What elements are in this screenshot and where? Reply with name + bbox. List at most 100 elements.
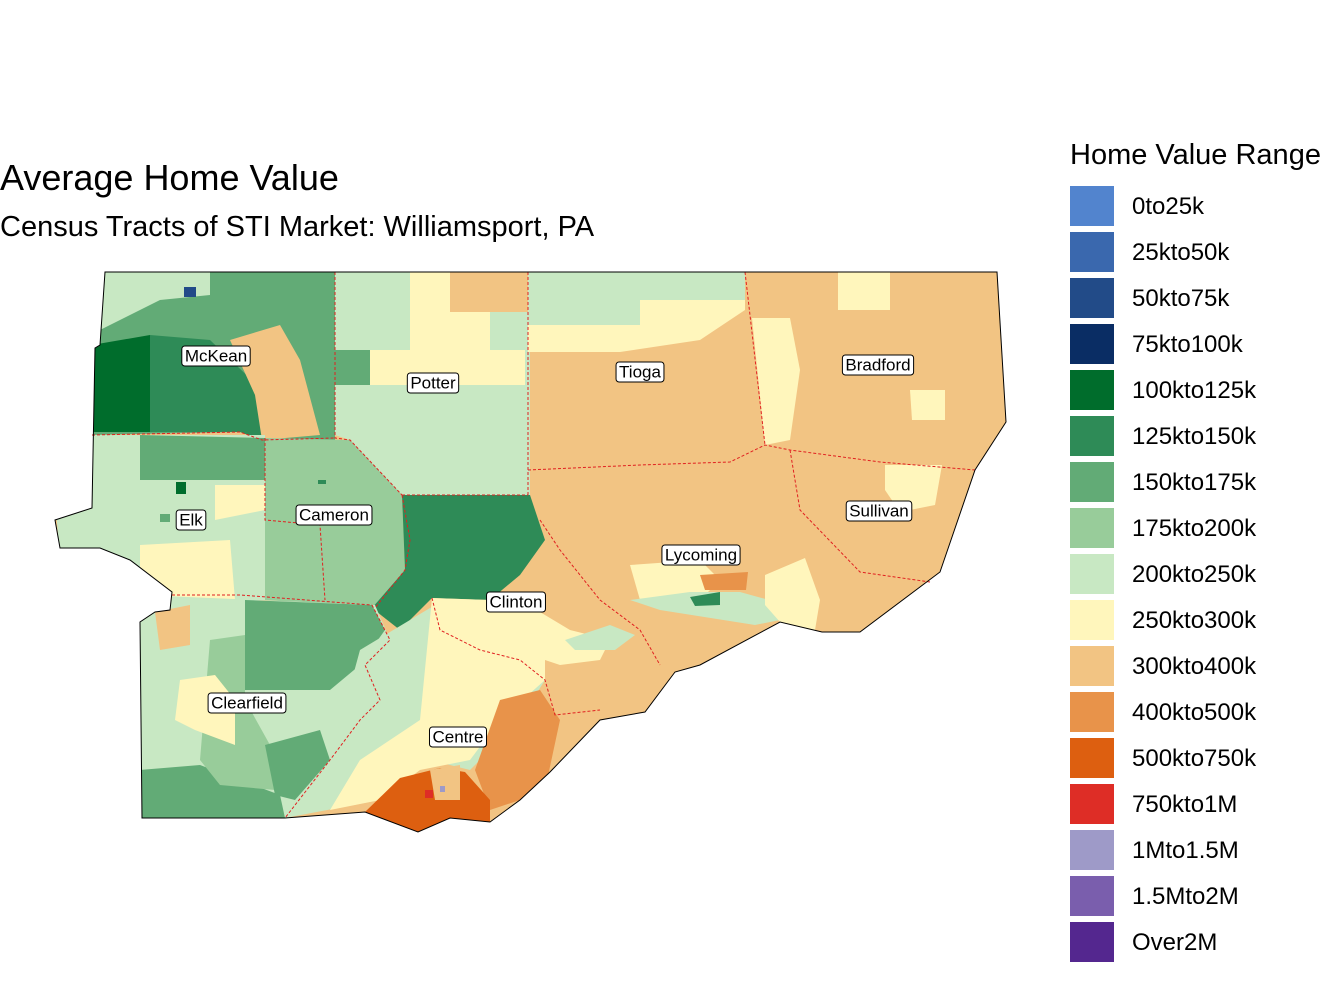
legend-item: 75kto100k — [1070, 324, 1344, 364]
tract-mckean-north — [100, 272, 210, 330]
label-box — [661, 544, 741, 566]
label-text: McKean — [185, 347, 247, 366]
legend-item: 150kto175k — [1070, 462, 1344, 502]
legend-label: Over2M — [1132, 929, 1218, 956]
tract-fills — [55, 272, 1006, 832]
tract-elk-mid — [215, 485, 265, 520]
label-box — [207, 692, 287, 714]
boundary-elk-cameron — [264, 438, 326, 601]
legend-swatch — [1070, 600, 1114, 640]
tract-centre-hot-2 — [440, 786, 445, 792]
legend-item: 175kto200k — [1070, 508, 1344, 548]
tract-clearfield-east — [245, 600, 385, 690]
boundary-mckean-potter — [334, 272, 403, 496]
boundary-potter-cameron — [374, 494, 411, 609]
tract-lycoming-east — [765, 558, 820, 630]
tract-bradford-west — [752, 318, 800, 445]
legend-label: 125kto150k — [1132, 423, 1257, 450]
legend-swatch — [1070, 646, 1114, 686]
label-text: Potter — [410, 374, 456, 393]
tract-elk-town — [176, 482, 186, 494]
label-box — [845, 500, 913, 522]
legend-item: 500kto750k — [1070, 738, 1344, 778]
legend-swatch — [1070, 922, 1114, 962]
legend-label: 175kto200k — [1132, 515, 1257, 542]
tract-elk-north — [140, 435, 265, 480]
label-box — [175, 509, 207, 531]
legend-swatch — [1070, 508, 1114, 548]
legend-label: 150kto175k — [1132, 469, 1257, 496]
label-text: Lycoming — [665, 546, 737, 565]
tract-mckean-central — [150, 335, 262, 440]
legend-item: 250kto300k — [1070, 600, 1344, 640]
county-label-elk: Elk — [175, 509, 207, 531]
legend-label: 250kto300k — [1132, 607, 1257, 634]
legend-item: 1Mto1.5M — [1070, 830, 1344, 870]
tract-bradford-north — [838, 272, 890, 310]
county-label-bradford: Bradford — [841, 354, 915, 376]
legend-label: 75kto100k — [1132, 331, 1243, 358]
tract-lycoming-green — [630, 592, 790, 625]
boundary-clearfield-centre — [284, 604, 391, 819]
legend-label: 25kto50k — [1132, 239, 1230, 266]
legend-swatch — [1070, 232, 1114, 272]
tract-mckean-west — [92, 335, 150, 432]
county-label-cameron: Cameron — [295, 504, 373, 526]
legend-item: 50kto75k — [1070, 278, 1344, 318]
label-text: Elk — [179, 511, 203, 530]
legend-item: 300kto400k — [1070, 646, 1344, 686]
boundary-tioga-lycoming — [527, 444, 976, 471]
legend-title: Home Value Range — [1070, 139, 1321, 171]
label-box — [428, 726, 488, 748]
label-text: Cameron — [299, 506, 369, 525]
tract-tioga-strip — [528, 300, 745, 352]
tract-lycoming-upscale — [700, 572, 748, 590]
county-boundaries — [91, 271, 976, 819]
county-label-clearfield: Clearfield — [207, 692, 287, 714]
legend-label: 300kto400k — [1132, 653, 1257, 680]
tract-elk-town-2 — [160, 514, 170, 522]
label-text: Bradford — [845, 356, 910, 375]
legend-swatch — [1070, 370, 1114, 410]
tract-potter-west — [335, 350, 370, 385]
tract-potter-central — [370, 272, 525, 385]
tract-elk-south — [140, 540, 235, 600]
tract-potter-ne — [450, 272, 530, 312]
region-outline — [54, 271, 1007, 833]
legend-label: 500kto750k — [1132, 745, 1257, 772]
legend-item: 200kto250k — [1070, 554, 1344, 594]
legend-item: 125kto150k — [1070, 416, 1344, 456]
label-box — [615, 361, 665, 383]
county-labels: McKean Potter Tioga Bradford Elk Cameron… — [175, 345, 915, 748]
legend-swatch — [1070, 784, 1114, 824]
legend-swatch — [1070, 324, 1114, 364]
label-box — [486, 591, 546, 613]
legend-label: 400kto500k — [1132, 699, 1257, 726]
boundary-mckean-elk — [91, 431, 336, 441]
map-title: Average Home Value — [0, 157, 339, 198]
tract-cameron-town — [318, 480, 326, 484]
legend-label: 0to25k — [1132, 193, 1205, 220]
tract-lycoming-dark — [690, 592, 720, 606]
county-label-tioga: Tioga — [615, 361, 665, 383]
county-label-potter: Potter — [406, 372, 460, 394]
legend-swatch — [1070, 554, 1114, 594]
tract-sullivan-ne — [885, 465, 942, 512]
boundary-clinton-lycoming — [539, 519, 661, 666]
legend-label: 100kto125k — [1132, 377, 1257, 404]
tract-bradford-east — [910, 390, 945, 420]
legend-item: 400kto500k — [1070, 692, 1344, 732]
legend-label: 1.5Mto2M — [1132, 883, 1239, 910]
tract-centre-hot — [425, 790, 433, 798]
label-text: Centre — [432, 728, 483, 747]
county-label-centre: Centre — [428, 726, 488, 748]
legend-item: 100kto125k — [1070, 370, 1344, 410]
legend-item: 25kto50k — [1070, 232, 1344, 272]
tract-mckean-town — [184, 287, 196, 297]
legend-swatch — [1070, 738, 1114, 778]
tract-lycoming-city — [630, 560, 720, 600]
legend-swatch — [1070, 186, 1114, 226]
tract-clinton-river — [565, 625, 635, 650]
legend-swatch — [1070, 416, 1114, 456]
